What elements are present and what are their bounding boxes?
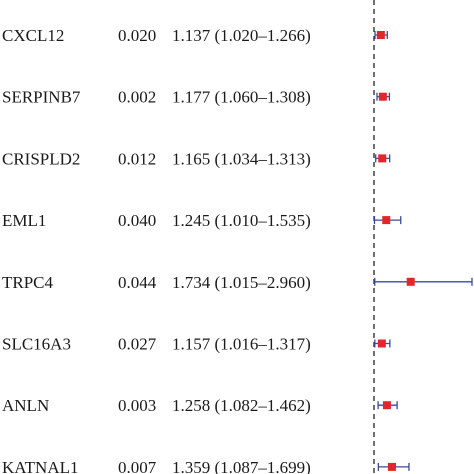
gene-label: SLC16A3: [2, 335, 71, 354]
gene-label: EML1: [2, 211, 46, 230]
hazard-ratio-label: 1.359 (1.087–1.699): [172, 458, 311, 474]
p-value-label: 0.040: [118, 211, 156, 230]
forest-row: ANLN 0.003 1.258 (1.082–1.462): [2, 396, 398, 415]
hazard-ratio-point: [382, 401, 391, 410]
hazard-ratio-point: [376, 31, 385, 39]
forest-row: TRPC4 0.044 1.734 (1.015–2.960): [2, 273, 473, 292]
hazard-ratio-label: 1.734 (1.015–2.960): [172, 273, 311, 292]
forest-row: SLC16A3 0.027 1.157 (1.016–1.317): [2, 335, 391, 354]
gene-label: SERPINB7: [2, 88, 81, 107]
p-value-label: 0.012: [118, 149, 156, 168]
forest-rows: CXCL12 0.020 1.137 (1.020–1.266) SERPINB7 0.…: [2, 26, 473, 474]
gene-label: CXCL12: [2, 26, 64, 45]
forest-row: KATNAL1 0.007 1.359 (1.087–1.699): [2, 458, 410, 474]
gene-label: TRPC4: [2, 273, 54, 292]
hazard-ratio-label: 1.157 (1.016–1.317): [172, 335, 311, 354]
p-value-label: 0.044: [118, 273, 157, 292]
hazard-ratio-point: [406, 277, 415, 286]
forest-row: CRISPLD2 0.012 1.165 (1.034–1.313): [2, 149, 391, 168]
p-value-label: 0.002: [118, 88, 156, 107]
forest-row: SERPINB7 0.002 1.177 (1.060–1.308): [2, 88, 391, 107]
hazard-ratio-point: [382, 216, 391, 225]
gene-label: CRISPLD2: [2, 149, 80, 168]
hazard-ratio-point: [387, 462, 396, 471]
p-value-label: 0.027: [118, 335, 157, 354]
p-value-label: 0.007: [118, 458, 157, 474]
hazard-ratio-point: [378, 154, 387, 163]
p-value-label: 0.003: [118, 396, 156, 415]
hazard-ratio-label: 1.177 (1.060–1.308): [172, 88, 311, 107]
hazard-ratio-label: 1.258 (1.082–1.462): [172, 396, 311, 415]
hazard-ratio-label: 1.245 (1.010–1.535): [172, 211, 311, 230]
gene-label: KATNAL1: [2, 458, 79, 474]
gene-label: ANLN: [2, 396, 49, 415]
p-value-label: 0.020: [118, 26, 156, 45]
hazard-ratio-point: [377, 339, 386, 348]
hazard-ratio-label: 1.137 (1.020–1.266): [172, 26, 311, 45]
hazard-ratio-label: 1.165 (1.034–1.313): [172, 149, 311, 168]
forest-row: EML1 0.040 1.245 (1.010–1.535): [2, 211, 402, 230]
hazard-ratio-point: [378, 92, 387, 101]
forest-row: CXCL12 0.020 1.137 (1.020–1.266): [2, 26, 388, 45]
